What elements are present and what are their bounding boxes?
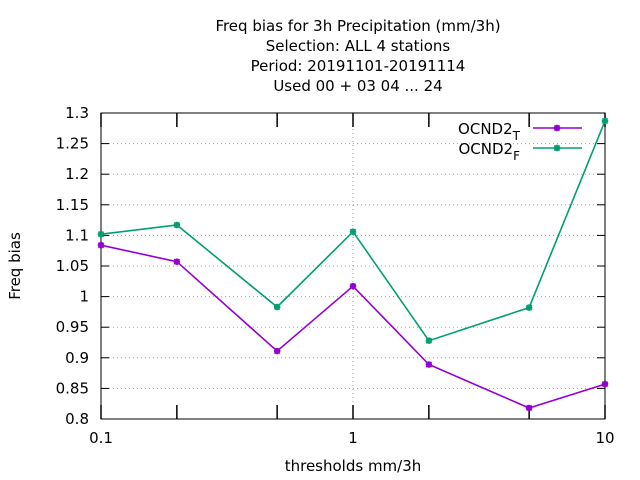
y-axis-label: Freq bias [6,232,24,300]
x-tick-label: 0.1 [89,429,113,447]
y-tick-label: 1 [79,288,89,306]
y-tick-label: 0.9 [65,349,89,367]
legend-label: OCND2F [458,140,520,163]
data-point-d2 [425,361,433,368]
title-line: Freq bias for 3h Precipitation (mm/3h) [215,17,500,35]
y-tick-label: 0.8 [65,410,89,428]
data-point-d2 [525,404,533,412]
y-tick-label: 1.15 [56,196,89,214]
title-line: Used 00 + 03 04 ... 24 [273,77,442,95]
title-line: Period: 20191101-20191114 [251,57,466,75]
data-point-d2 [349,228,357,235]
data-point-d2 [273,303,281,311]
data-point-d2 [97,230,105,238]
legend-subscript: T [512,129,521,143]
x-tick-label: 1 [348,429,358,447]
data-point-d2 [173,258,181,265]
data-point-d2 [525,304,533,311]
x-tick-label: 10 [595,429,614,447]
title-line: Selection: ALL 4 stations [266,37,451,55]
data-point-d2 [97,241,105,249]
y-tick-label: 1.05 [56,257,89,275]
chart-title: Freq bias for 3h Precipitation (mm/3h) Se… [215,17,500,95]
series-lines [97,117,609,412]
y-tick-label: 1.2 [65,165,89,183]
legend-subscript: F [513,149,520,163]
data-point-d2 [553,124,561,132]
y-tick-label: 1.25 [56,135,89,153]
grid [101,113,605,419]
data-point-d2 [601,380,609,388]
y-tick-label: 0.95 [56,318,89,336]
data-point-d2 [553,144,561,152]
data-point-d2 [273,347,281,355]
y-tick-label: 0.85 [56,379,89,397]
data-point-d2 [349,282,357,290]
y-tick-label: 1.3 [65,104,89,122]
data-point-d2 [173,221,181,229]
axis-ticks: 0.8 0.85 0.9 0.95 1 1.05 1.1 1.15 1.2 1.25 1.3 0.1 1… [56,104,615,447]
x-axis-label: thresholds mm/3h [285,457,422,475]
data-point-d2 [425,337,433,344]
y-tick-label: 1.1 [65,226,89,244]
legend-label: OCND2T [458,120,521,143]
data-point-d2 [601,117,609,125]
